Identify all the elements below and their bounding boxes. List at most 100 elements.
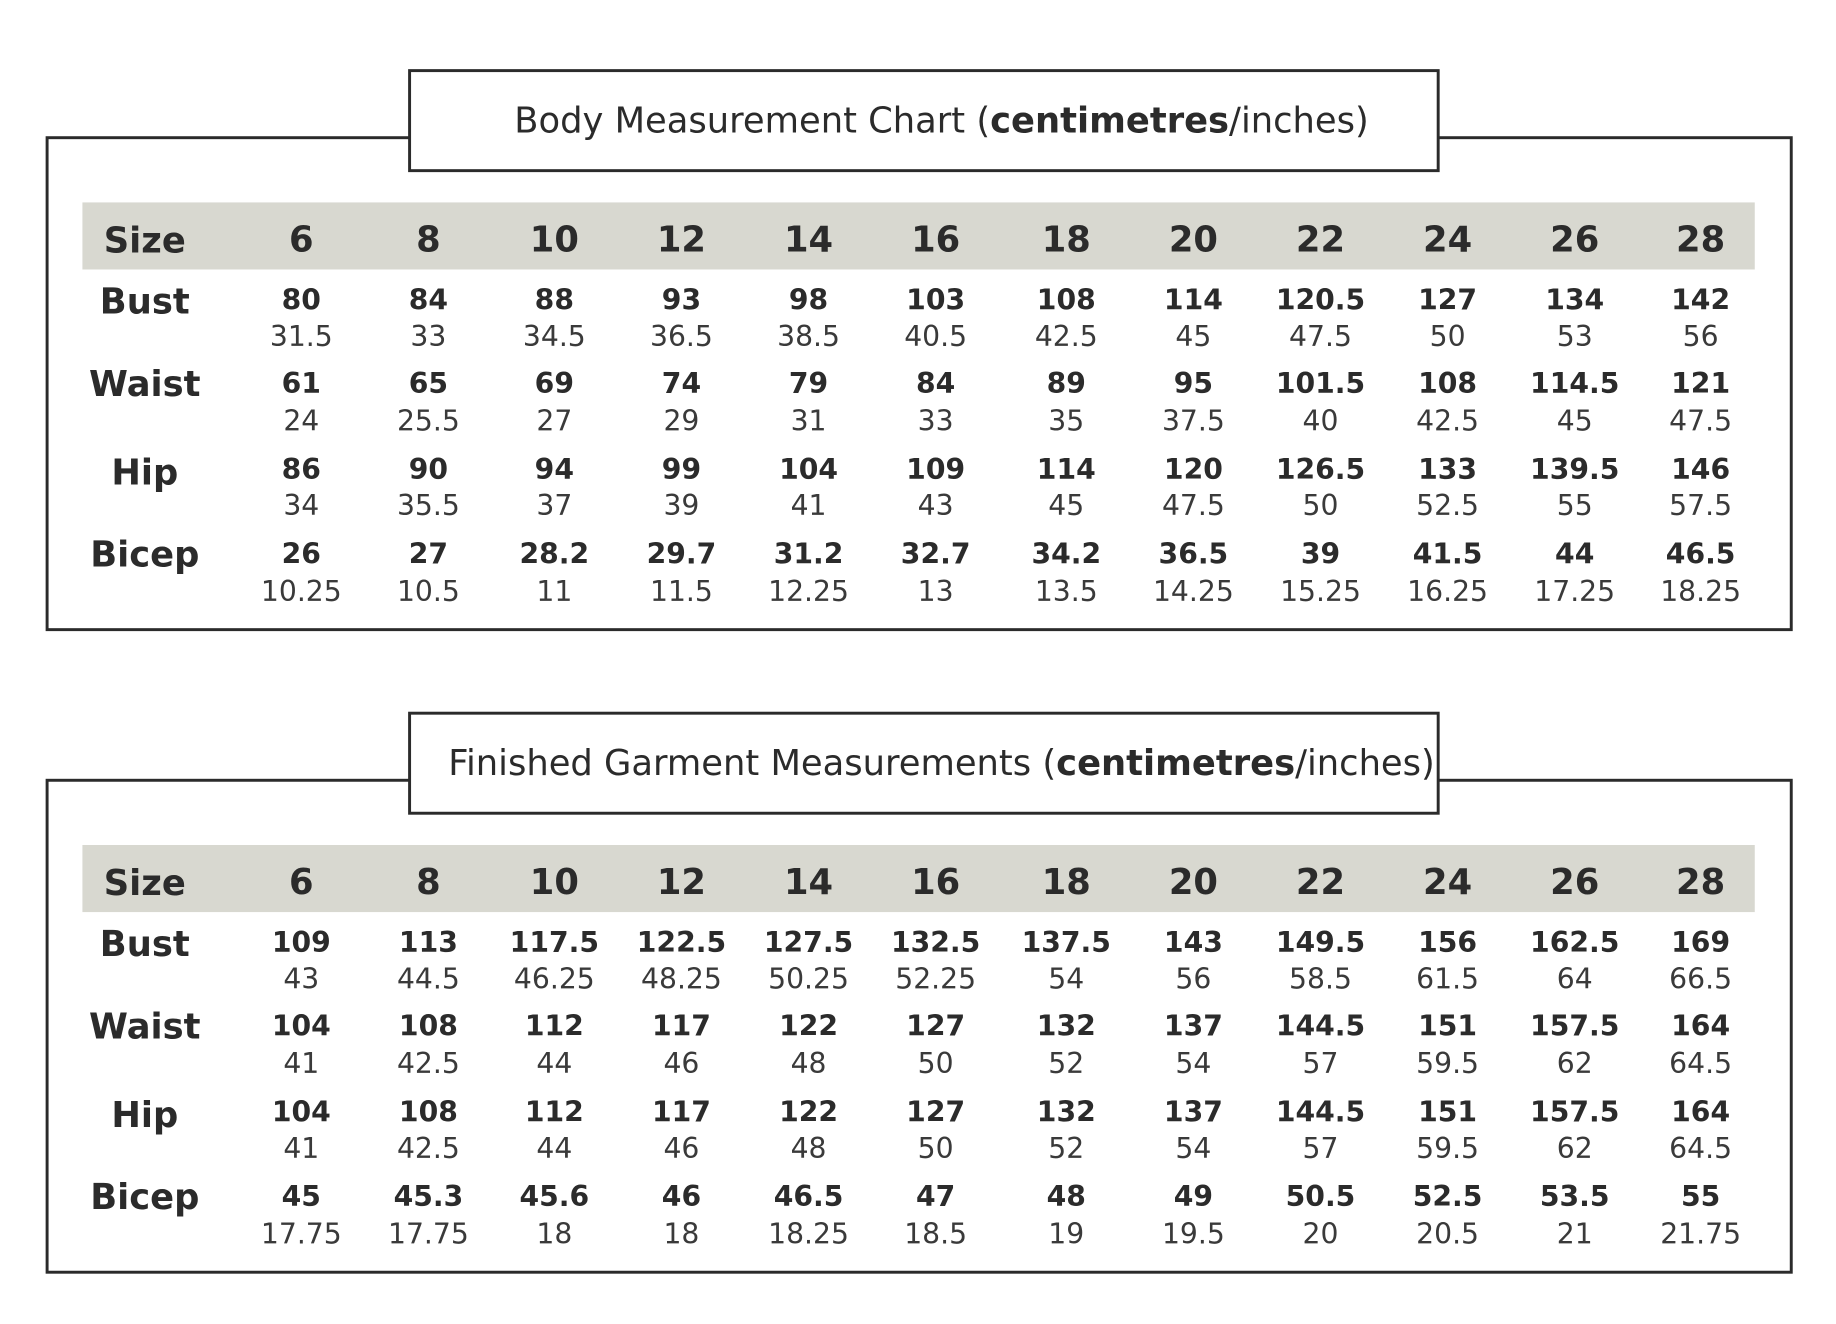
cm-value: 132.5 [891, 926, 980, 959]
cm-value: 101.5 [1276, 367, 1365, 400]
cm-value: 156 [1418, 926, 1477, 959]
row-label: Waist [89, 364, 201, 405]
cm-value: 144.5 [1276, 1009, 1365, 1042]
cm-value: 137 [1164, 1095, 1223, 1128]
inch-value: 45 [1557, 405, 1593, 438]
inch-value: 56 [1175, 962, 1211, 995]
inch-value: 57 [1303, 1047, 1339, 1080]
size-header: 28 [1676, 862, 1725, 903]
cm-value: 120 [1164, 453, 1223, 486]
inch-value: 14.25 [1153, 575, 1234, 608]
inch-value: 20 [1303, 1218, 1339, 1251]
inch-value: 34 [283, 489, 319, 522]
cm-value: 31.2 [774, 537, 844, 570]
inch-value: 13 [918, 575, 954, 608]
inch-value: 52.5 [1416, 489, 1479, 522]
inch-value: 33 [918, 405, 954, 438]
row-label: Bicep [90, 1177, 199, 1218]
cm-value: 109 [272, 926, 331, 959]
size-header: 12 [657, 219, 706, 260]
cm-value: 169 [1671, 926, 1730, 959]
inch-value: 62 [1557, 1132, 1593, 1165]
header-label: Size [104, 863, 186, 904]
inch-value: 40.5 [904, 320, 967, 353]
inch-value: 38.5 [777, 320, 840, 353]
inch-value: 18 [536, 1218, 572, 1251]
inch-value: 10.5 [397, 575, 460, 608]
size-header: 16 [911, 219, 960, 260]
cm-value: 46.5 [1666, 537, 1736, 570]
inch-value: 44.5 [397, 962, 460, 995]
inch-value: 57.5 [1669, 489, 1732, 522]
cm-value: 132 [1037, 1009, 1096, 1042]
inch-value: 57 [1303, 1132, 1339, 1165]
cm-value: 143 [1164, 926, 1223, 959]
cm-value: 69 [535, 367, 574, 400]
cm-value: 103 [906, 283, 965, 316]
cm-value: 151 [1418, 1095, 1477, 1128]
inch-value: 37 [536, 489, 572, 522]
inch-value: 18 [663, 1218, 699, 1251]
cm-value: 127 [906, 1009, 965, 1042]
inch-value: 55 [1557, 489, 1593, 522]
cm-value: 114 [1037, 453, 1096, 486]
cm-value: 41.5 [1413, 537, 1483, 570]
size-header: 18 [1042, 862, 1091, 903]
inch-value: 58.5 [1289, 962, 1352, 995]
cm-value: 121 [1671, 367, 1730, 400]
inch-value: 47.5 [1669, 405, 1732, 438]
title-box [408, 711, 1440, 815]
cm-value: 120.5 [1276, 283, 1365, 316]
cm-value: 26 [282, 537, 321, 570]
cm-value: 122 [779, 1095, 838, 1128]
cm-value: 112 [525, 1095, 584, 1128]
inch-value: 45 [1175, 320, 1211, 353]
cm-value: 127.5 [764, 926, 853, 959]
inch-value: 24 [283, 405, 319, 438]
size-header: 10 [530, 219, 579, 260]
table-title: Finished Garment Measurements (centimetr… [448, 743, 1435, 784]
header-band [82, 845, 1755, 913]
inch-value: 64.5 [1669, 1132, 1732, 1165]
inch-value: 42.5 [397, 1047, 460, 1080]
inch-value: 10.25 [261, 575, 342, 608]
inch-value: 54 [1175, 1132, 1211, 1165]
inch-value: 43 [918, 489, 954, 522]
cm-value: 84 [916, 367, 955, 400]
inch-value: 13.5 [1035, 575, 1098, 608]
size-header: 24 [1423, 862, 1472, 903]
cm-value: 32.7 [901, 537, 971, 570]
inch-value: 41 [283, 1132, 319, 1165]
cm-value: 134 [1545, 283, 1604, 316]
cm-value: 27 [409, 537, 448, 570]
inch-value: 31 [791, 405, 827, 438]
inch-value: 66.5 [1669, 962, 1732, 995]
cm-value: 53.5 [1540, 1180, 1610, 1213]
size-header: 28 [1676, 219, 1725, 260]
inch-value: 48.25 [641, 962, 722, 995]
inch-value: 59.5 [1416, 1047, 1479, 1080]
inch-value: 45 [1048, 489, 1084, 522]
cm-value: 144.5 [1276, 1095, 1365, 1128]
inch-value: 54 [1175, 1047, 1211, 1080]
size-header: 26 [1550, 219, 1599, 260]
inch-value: 46 [663, 1132, 699, 1165]
inch-value: 42.5 [1035, 320, 1098, 353]
cm-value: 74 [662, 367, 701, 400]
cm-value: 61 [282, 367, 321, 400]
row-label: Bust [100, 924, 190, 965]
cm-value: 104 [779, 453, 838, 486]
inch-value: 59.5 [1416, 1132, 1479, 1165]
row-label: Hip [111, 452, 178, 493]
cm-value: 94 [535, 453, 574, 486]
cm-value: 137 [1164, 1009, 1223, 1042]
inch-value: 40 [1303, 405, 1339, 438]
size-header: 22 [1296, 862, 1345, 903]
size-header: 20 [1169, 862, 1218, 903]
inch-value: 35 [1048, 405, 1084, 438]
title-bold: centimetres [990, 100, 1229, 141]
cm-value: 86 [282, 453, 321, 486]
size-header: 8 [416, 219, 441, 260]
cm-value: 127 [906, 1095, 965, 1128]
inch-value: 64.5 [1669, 1047, 1732, 1080]
